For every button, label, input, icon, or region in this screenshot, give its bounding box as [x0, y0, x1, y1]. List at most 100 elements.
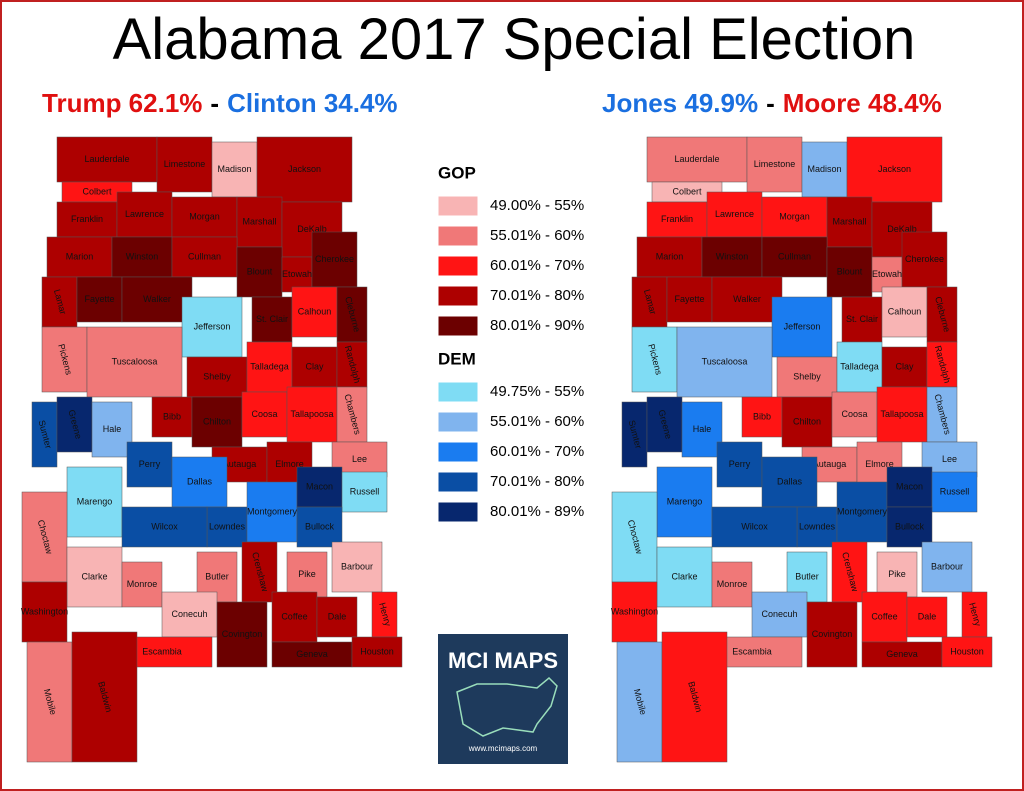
county-label: Monroe [127, 579, 158, 589]
county-label: Colbert [672, 186, 702, 196]
county [871, 256, 903, 293]
county [256, 136, 353, 203]
county-label: Blount [837, 266, 863, 276]
county [31, 401, 58, 468]
county [236, 196, 283, 248]
county [171, 236, 238, 278]
county [291, 346, 338, 388]
county-label: Chilton [203, 416, 231, 426]
county-label: Cherokee [905, 254, 944, 264]
county-label: Blount [247, 266, 273, 276]
county-label: Montgomery [837, 506, 888, 516]
county [161, 591, 218, 638]
county-label: Morgan [779, 211, 810, 221]
county [56, 201, 118, 238]
county [831, 541, 868, 603]
county [26, 641, 73, 763]
county-label: Clay [305, 361, 324, 371]
county [171, 196, 238, 238]
county-label: Clarke [81, 571, 107, 581]
county-label: Coffee [871, 611, 897, 621]
county-label: Marengo [667, 496, 703, 506]
county-label: Lauderdale [84, 154, 129, 164]
county [886, 506, 933, 548]
county-label: Butler [205, 571, 229, 581]
county-label: Lauderdale [674, 154, 719, 164]
county-label: Macon [306, 481, 333, 491]
county-label: Pike [888, 569, 906, 579]
county-label: Coosa [251, 409, 277, 419]
county-label: Elmore [275, 459, 304, 469]
county [121, 506, 208, 548]
county-label: Montgomery [247, 506, 298, 516]
county-label: Chilton [793, 416, 821, 426]
county-label: Jackson [288, 164, 321, 174]
county-label: Autauga [813, 459, 847, 469]
legend-swatch [437, 501, 479, 523]
county-label: Coosa [841, 409, 867, 419]
county-label: Geneva [886, 649, 918, 659]
county-label: Hale [693, 424, 712, 434]
county [216, 601, 268, 668]
county [711, 276, 783, 323]
legend-label: 60.01% - 70% [490, 257, 584, 274]
county-label: Russell [350, 486, 380, 496]
county [761, 236, 828, 278]
county [846, 136, 943, 203]
county [331, 541, 383, 593]
county-label: Franklin [71, 214, 103, 224]
county [311, 231, 358, 288]
county [241, 391, 288, 438]
county [841, 296, 883, 343]
county [831, 391, 878, 438]
legend-swatch [437, 255, 479, 277]
county [751, 591, 808, 638]
county-label: Geneva [296, 649, 328, 659]
county [711, 506, 798, 548]
county-label: Franklin [661, 214, 693, 224]
county [211, 141, 258, 198]
county [781, 396, 833, 448]
county [336, 341, 368, 388]
county [656, 546, 713, 608]
county [771, 296, 833, 358]
headline-part: Trump 62.1% [42, 88, 203, 118]
county [56, 136, 158, 183]
county-label: Barbour [931, 561, 963, 571]
county [921, 541, 973, 593]
county-label: Talladega [250, 361, 289, 371]
county [286, 386, 338, 443]
county-label: Washington [21, 606, 68, 616]
county-label: Jefferson [784, 321, 821, 331]
title: Alabama 2017 Special Election [112, 7, 916, 72]
county-label: Dale [918, 611, 937, 621]
county [86, 326, 183, 398]
county-label: Cullman [188, 251, 221, 261]
county-label: Cullman [778, 251, 811, 261]
county [291, 286, 338, 338]
county-label: Macon [896, 481, 923, 491]
legend-swatch [437, 195, 479, 217]
county [191, 396, 243, 448]
county-label: DeKalb [297, 224, 327, 234]
county-label: Marengo [77, 496, 113, 506]
legend-label: 55.01% - 60% [490, 227, 584, 244]
county [711, 561, 753, 608]
county [316, 596, 358, 638]
county [71, 631, 138, 763]
county-label: Shelby [793, 371, 821, 381]
headline: Jones 49.9% - Moore 48.4% [602, 88, 950, 119]
county [796, 506, 838, 548]
county [611, 491, 658, 583]
county [336, 386, 368, 443]
county-label: Covington [222, 629, 263, 639]
legend-label: 80.01% - 90% [490, 317, 584, 334]
county-label: Russell [940, 486, 970, 496]
county-label: Lee [942, 454, 957, 464]
county-label: Lowndes [209, 521, 246, 531]
county [631, 276, 668, 328]
headline-part: Jones 49.9% [602, 88, 759, 118]
county-label: Houston [360, 646, 394, 656]
county [761, 456, 818, 508]
